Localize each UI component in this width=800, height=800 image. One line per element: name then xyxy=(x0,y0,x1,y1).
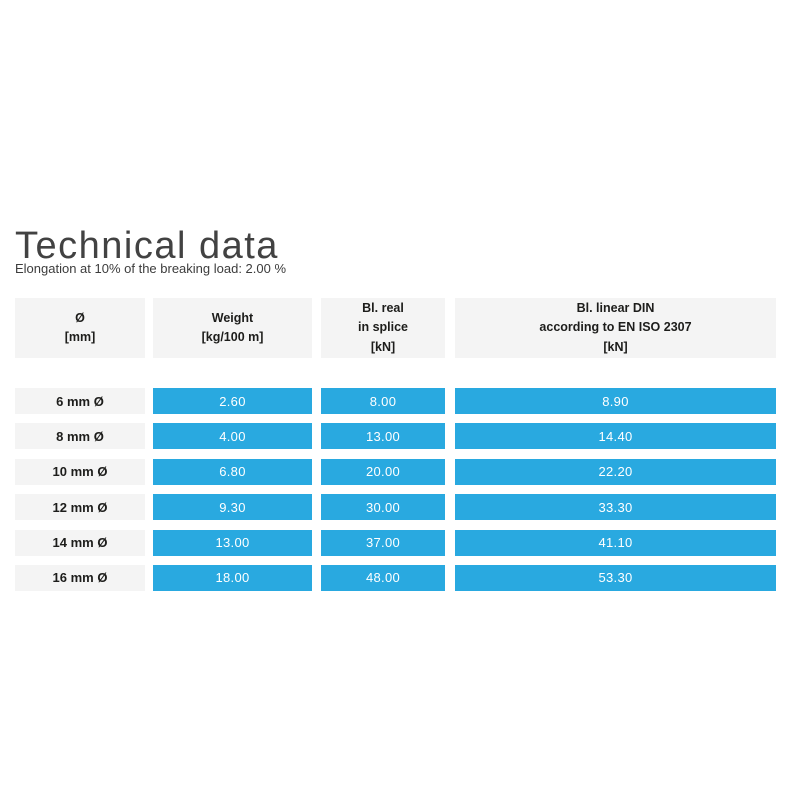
header-cell-diameter: Ø [mm] xyxy=(15,298,145,358)
table-header-row: Ø [mm] Weight [kg/100 m] Bl. real in spl… xyxy=(15,298,776,358)
bl-real-value-cell: 48.00 xyxy=(321,564,445,591)
page-subtitle: Elongation at 10% of the breaking load: … xyxy=(15,261,287,276)
table-body: 6 mm Ø 2.60 8.00 8.90 8 mm Ø 4.00 13.00 … xyxy=(15,388,776,591)
header-cell-bl-linear: Bl. linear DIN according to EN ISO 2307 … xyxy=(455,298,776,358)
bl-real-value-cell: 30.00 xyxy=(321,494,445,521)
weight-value-cell: 4.00 xyxy=(153,423,312,450)
row-label-cell: 8 mm Ø xyxy=(15,423,145,450)
bl-linear-value-cell: 8.90 xyxy=(455,388,776,414)
bl-real-value-cell: 8.00 xyxy=(321,388,445,414)
weight-value-cell: 2.60 xyxy=(153,388,312,414)
weight-value-cell: 6.80 xyxy=(153,458,312,485)
table-row: 6 mm Ø 2.60 8.00 8.90 xyxy=(15,388,776,414)
weight-value-cell: 13.00 xyxy=(153,529,312,556)
table-row: 14 mm Ø 13.00 37.00 41.10 xyxy=(15,529,776,556)
table-row: 16 mm Ø 18.00 48.00 53.30 xyxy=(15,564,776,591)
weight-value-cell: 18.00 xyxy=(153,564,312,591)
row-label-cell: 16 mm Ø xyxy=(15,564,145,591)
header-cell-bl-real: Bl. real in splice [kN] xyxy=(321,298,445,358)
page-title: Technical data xyxy=(15,225,279,268)
bl-linear-value-cell: 53.30 xyxy=(455,564,776,591)
bl-linear-value-cell: 33.30 xyxy=(455,494,776,521)
table-row: 10 mm Ø 6.80 20.00 22.20 xyxy=(15,458,776,485)
bl-linear-value-cell: 22.20 xyxy=(455,458,776,485)
row-label-cell: 14 mm Ø xyxy=(15,529,145,556)
bl-real-value-cell: 13.00 xyxy=(321,423,445,450)
technical-data-table: Ø [mm] Weight [kg/100 m] Bl. real in spl… xyxy=(15,298,776,600)
bl-real-value-cell: 20.00 xyxy=(321,458,445,485)
row-label-cell: 12 mm Ø xyxy=(15,494,145,521)
header-cell-weight: Weight [kg/100 m] xyxy=(153,298,312,358)
table-row: 8 mm Ø 4.00 13.00 14.40 xyxy=(15,423,776,450)
bl-real-value-cell: 37.00 xyxy=(321,529,445,556)
row-label-cell: 10 mm Ø xyxy=(15,458,145,485)
weight-value-cell: 9.30 xyxy=(153,494,312,521)
row-label-cell: 6 mm Ø xyxy=(15,388,145,414)
bl-linear-value-cell: 41.10 xyxy=(455,529,776,556)
table-row: 12 mm Ø 9.30 30.00 33.30 xyxy=(15,494,776,521)
bl-linear-value-cell: 14.40 xyxy=(455,423,776,450)
